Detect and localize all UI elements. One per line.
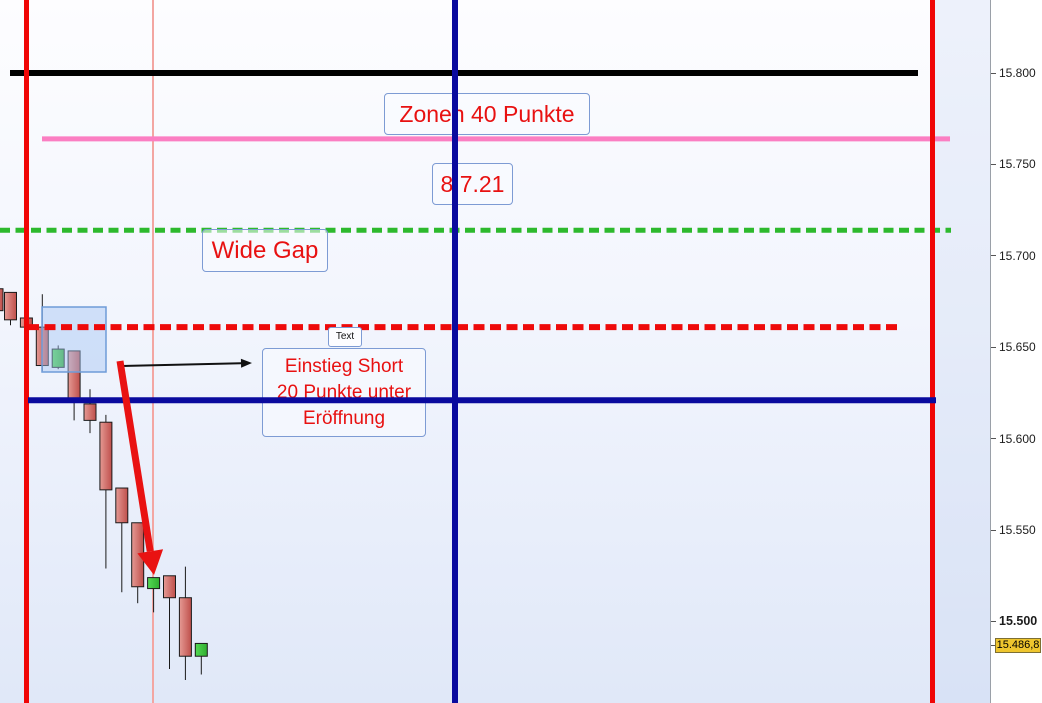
entry-arrow-black-shaft <box>121 362 242 367</box>
axis-tick <box>991 438 996 440</box>
annotation-wide-gap-text: Wide Gap <box>211 236 319 264</box>
axis-label: 15.700 <box>999 248 1036 263</box>
candle-body <box>163 575 176 599</box>
axis-tick <box>991 163 996 165</box>
annotation-einstieg-short[interactable]: Einstieg Short 20 Punkte unter Eröffnung <box>262 348 426 437</box>
axis-tick-current <box>991 645 996 647</box>
candle <box>115 487 129 593</box>
axis-label: 15.600 <box>999 431 1036 446</box>
drop-arrow-red-head <box>137 549 164 575</box>
candle-body <box>178 597 192 657</box>
entry-arrow-black[interactable] <box>121 358 252 368</box>
chart-overlay-layer <box>24 0 936 703</box>
candle <box>147 577 161 613</box>
candle <box>0 288 4 312</box>
candle <box>67 350 81 421</box>
axis-label: 15.800 <box>999 66 1036 80</box>
candle-body <box>194 642 208 657</box>
right-shade-band <box>935 0 990 703</box>
candle <box>163 575 176 670</box>
price-chart-canvas[interactable]: Zonen 40 Punkte 8.7.21 Wide Gap Einstieg… <box>0 0 990 703</box>
axis-label: 15.500 <box>999 614 1038 629</box>
annotation-text-tool-text: Text <box>335 331 355 342</box>
axis-label: 15.750 <box>999 157 1036 172</box>
annotation-date[interactable]: 8.7.21 <box>432 163 513 205</box>
candle <box>83 389 97 434</box>
candle-body <box>115 487 129 524</box>
annotation-zonen-text: Zonen 40 Punkte <box>399 100 575 127</box>
candle-body <box>147 577 161 590</box>
current-price-badge: 15.486,8 <box>995 638 1041 654</box>
candle <box>178 566 192 680</box>
axis-label: 15.550 <box>999 523 1036 538</box>
entry-arrow-black-head <box>240 358 252 368</box>
candle-body <box>99 421 113 491</box>
drop-arrow-red-shaft <box>116 360 154 552</box>
annotation-einstieg-line2: 20 Punkte unter <box>276 381 412 403</box>
opening-range-highlight-box[interactable] <box>41 306 107 373</box>
axis-tick <box>991 255 996 257</box>
candle <box>51 345 65 370</box>
axis-label: 15.650 <box>999 340 1036 355</box>
annotation-einstieg-line1: Einstieg Short <box>284 355 404 377</box>
annotation-zonen-40-punkte[interactable]: Zonen 40 Punkte <box>384 93 590 135</box>
price-axis[interactable]: 15.486,8 15.800 15.750 15.700 15.650 15.600 1… <box>990 0 1042 703</box>
candle <box>194 642 208 675</box>
candle <box>99 414 113 569</box>
candle-body <box>0 288 4 312</box>
axis-tick <box>991 529 996 531</box>
axis-tick <box>991 620 996 622</box>
drop-arrow-red[interactable] <box>116 360 164 575</box>
annotation-text-tool-label[interactable]: Text <box>328 327 362 347</box>
axis-tick <box>991 72 996 74</box>
candle-body <box>4 291 17 321</box>
annotation-date-text: 8.7.21 <box>440 170 505 197</box>
axis-tick <box>991 346 996 348</box>
annotation-einstieg-line3: Eröffnung <box>302 407 386 429</box>
candle-body <box>51 348 65 368</box>
annotation-wide-gap[interactable]: Wide Gap <box>202 229 328 272</box>
candle <box>4 291 17 326</box>
candle-body <box>83 403 97 421</box>
